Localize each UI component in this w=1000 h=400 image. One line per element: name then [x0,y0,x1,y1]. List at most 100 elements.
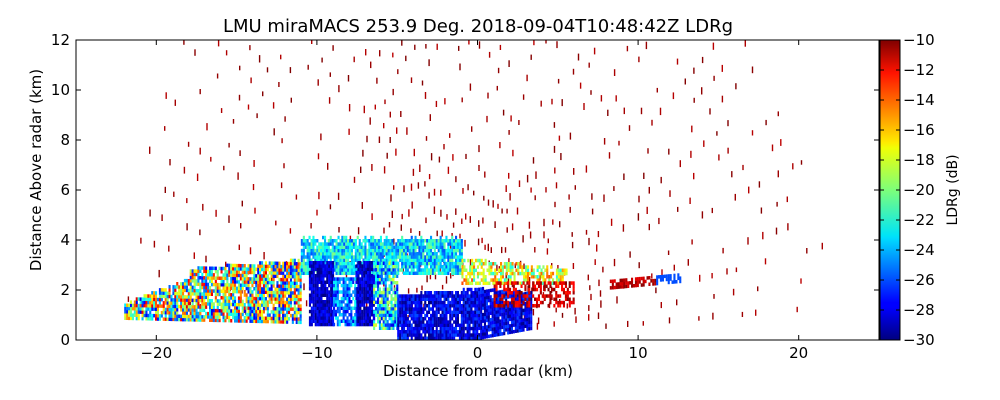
near-radar-pixel [441,330,444,334]
cloud-layer-pixel [389,242,392,246]
cloud-layer-pixel [379,258,382,262]
low-cloud-left-pixel [247,312,250,317]
cloud-layer-pixel [453,265,456,269]
precip-shaft-pixel [359,283,362,288]
cloud-layer-pixel [389,239,392,243]
low-cloud-left-pixel [293,278,296,282]
near-radar-pixel [460,310,463,314]
low-cloud-left-pixel [153,313,156,318]
cloud-layer-pixel [445,268,448,272]
noise-pixel [554,167,556,174]
low-cloud-left-pixel [203,318,206,322]
cloud-layer-pixel [306,242,309,246]
cloud-layer-pixel [404,258,407,262]
low-cloud-left-pixel [239,319,242,323]
mixed-pixel [342,313,345,317]
low-cloud-left-pixel [218,283,221,287]
near-radar-pixel [441,291,444,295]
right-cloud-pixel [561,275,564,279]
mixed-pixel [338,303,341,307]
low-cloud-left-pixel [268,290,271,295]
right-band-pixel [615,285,618,290]
mixed-pixel [336,322,339,327]
near-radar-pixel [460,330,463,334]
low-cloud-left-pixel [191,298,194,303]
low-cloud-left-pixel [239,286,242,291]
cloud-layer-pixel [370,239,373,243]
low-cloud-left-pixel [153,294,156,298]
cloud-layer-pixel [306,265,309,269]
low-cloud-left-pixel [297,262,300,266]
cloud-layer-pixel [456,255,459,259]
near-radar-pixel [455,313,458,318]
precip-shaft-pixel [308,274,311,278]
cloud-layer-pixel [393,255,396,259]
near-radar-pixel [401,313,404,318]
low-cloud-left-pixel [280,264,283,269]
right-cloud-edge-pixel [570,281,573,285]
near-radar-pixel [443,307,446,311]
cloud-layer-pixel [302,258,305,262]
noise-pixel [216,73,219,79]
noise-pixel [371,164,373,171]
right-band-pixel [625,281,628,285]
near-radar-pixel [414,326,417,331]
noise-pixel [232,119,235,124]
noise-pixel [589,285,591,291]
near-radar-pixel [485,289,488,293]
mixed-pixel [377,310,380,314]
mixed-pixel [348,287,351,291]
low-cloud-left-pixel [232,289,235,294]
low-cloud-left-pixel [205,276,208,280]
near-radar-pixel [399,336,402,340]
cloud-layer-pixel [366,258,369,262]
mixed-pixel [382,271,385,275]
low-cloud-left-pixel [295,265,298,269]
near-radar-pixel [485,325,488,329]
noise-pixel [393,238,395,245]
near-radar-pixel [482,286,485,291]
cloud-layer-pixel [300,239,303,243]
mixed-pixel [342,287,345,291]
low-cloud-left-pixel [185,282,188,286]
noise-pixel [742,164,744,171]
near-radar-pixel [522,318,525,322]
near-radar-pixel [412,297,415,301]
low-cloud-left-pixel [278,300,281,305]
noise-pixel [429,272,432,280]
cloud-layer-pixel [399,248,402,253]
noise-pixel [486,115,488,123]
near-radar-pixel [507,311,510,315]
precip-shaft-pixel [367,290,370,294]
near-radar-pixel [437,294,440,298]
cloud-layer-pixel [322,258,325,262]
near-radar-pixel [449,307,452,311]
cloud-layer-pixel [412,248,415,253]
near-radar-pixel [445,333,448,337]
low-cloud-left-pixel [212,273,215,277]
mixed-pixel [373,290,376,295]
cloud-layer-pixel [418,268,421,272]
cloud-layer-pixel [352,242,355,246]
cloud-layer-pixel [424,265,427,269]
low-cloud-left-pixel [222,292,225,297]
precip-shaft-pixel [359,303,362,307]
near-radar-pixel [456,310,459,314]
right-cloud-pixel [519,271,522,276]
low-cloud-left-pixel [197,305,200,309]
near-radar-pixel [412,320,415,324]
right-cloud-edge-pixel [572,291,575,295]
low-cloud-left-pixel [124,310,127,314]
right-cloud-edge-pixel [537,284,540,288]
noise-pixel [487,243,489,252]
right-cloud-edge-pixel [532,287,535,292]
right-cloud-edge-pixel [555,281,558,285]
low-cloud-left-pixel [224,286,227,290]
near-radar-pixel [497,329,500,333]
near-radar-pixel [476,326,479,331]
noise-pixel [648,186,650,194]
low-cloud-left-pixel [278,297,281,301]
low-cloud-left-pixel [207,269,210,274]
cloud-layer-pixel [302,242,305,246]
cloud-layer-pixel [347,261,350,266]
